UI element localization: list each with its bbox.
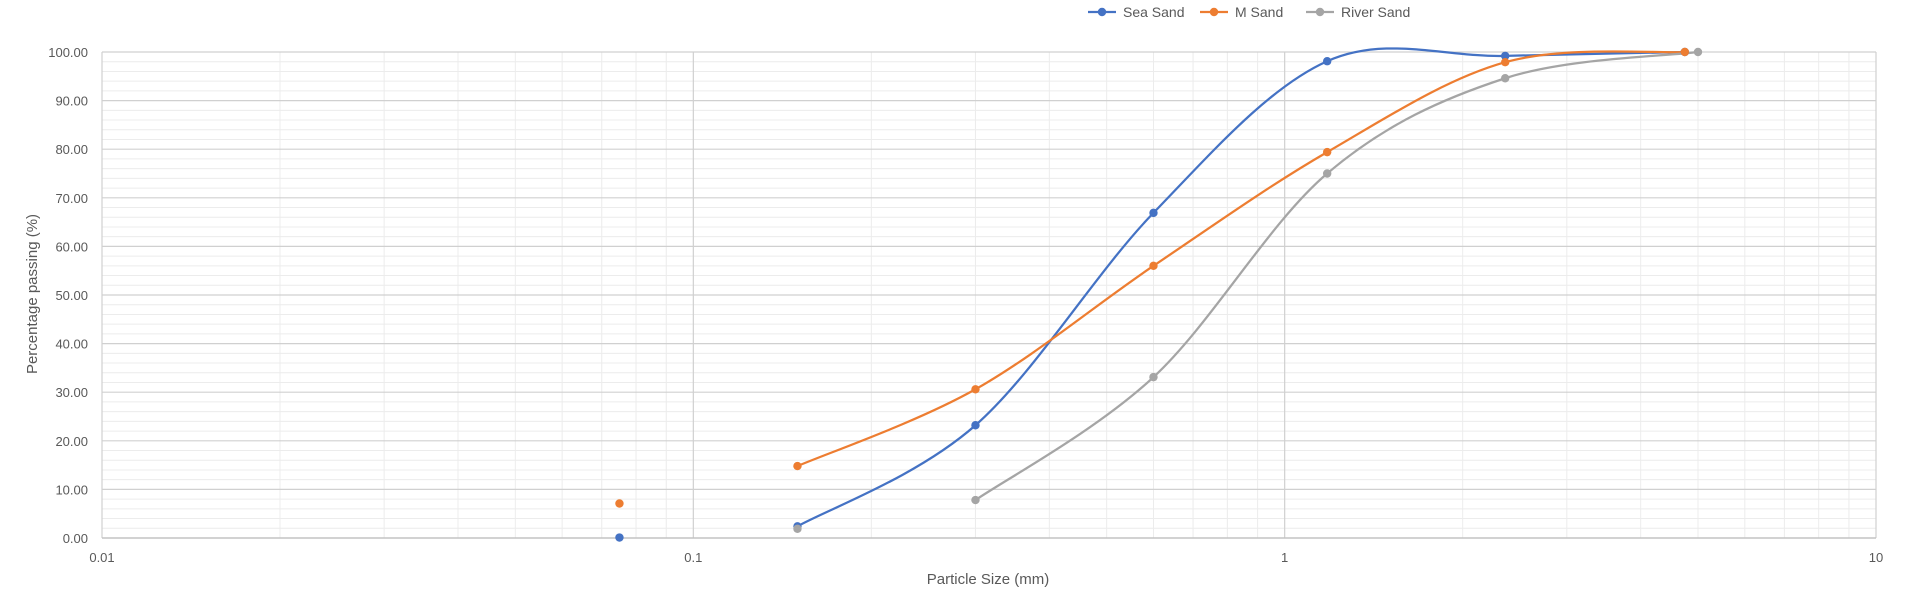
y-tick-label: 30.00 [55, 385, 88, 400]
x-tick-label: 0.01 [89, 550, 114, 565]
series-line-sea-sand [796, 47, 1686, 528]
x-tick-label: 1 [1281, 550, 1288, 565]
legend-swatch-marker-river-sand [1315, 7, 1325, 17]
data-point-river-sand [1500, 74, 1510, 83]
x-tick-label: 10 [1869, 550, 1883, 565]
data-point-m-sand [1149, 261, 1158, 271]
data-point-sea-sand [615, 533, 624, 542]
y-tick-label: 50.00 [55, 288, 88, 303]
data-point-m-sand [1322, 147, 1332, 157]
series-markers [615, 47, 1703, 542]
data-point-sea-sand [1149, 208, 1158, 218]
data-point-river-sand [793, 524, 802, 533]
series-line-m-sand [796, 50, 1686, 468]
y-tick-label: 60.00 [55, 239, 88, 254]
data-point-sea-sand [1500, 51, 1510, 61]
data-point-m-sand [615, 499, 624, 508]
legend-label-river-sand: River Sand [1341, 4, 1410, 20]
x-axis-title: Particle Size (mm) [927, 571, 1050, 588]
data-point-m-sand [971, 385, 980, 394]
data-point-m-sand [793, 461, 802, 471]
x-tick-label: 0.1 [684, 550, 702, 565]
y-tick-label: 100.00 [48, 45, 88, 60]
data-point-river-sand [1693, 47, 1703, 57]
y-tick-label: 90.00 [55, 94, 88, 109]
legend-label-m-sand: M Sand [1235, 4, 1283, 20]
y-tick-label: 70.00 [55, 191, 88, 206]
y-tick-label: 80.00 [55, 142, 88, 157]
legend-swatch-marker-sea-sand [1097, 7, 1107, 17]
data-point-river-sand [1322, 169, 1332, 178]
y-tick-label: 10.00 [55, 482, 88, 497]
data-point-m-sand [1500, 58, 1510, 67]
legend-label-sea-sand: Sea Sand [1123, 4, 1185, 20]
data-point-river-sand [1149, 372, 1158, 382]
data-point-sea-sand [1322, 57, 1332, 66]
data-point-m-sand [1680, 47, 1690, 57]
grid [101, 51, 1877, 539]
y-axis-title: Percentage passing (%) [24, 214, 41, 374]
data-point-sea-sand [971, 421, 980, 430]
data-point-river-sand [971, 495, 980, 505]
axes: 0.00 10.00 20.00 30.00 40.00 50.00 60.00 70.00 8… [48, 45, 1883, 565]
legend: Sea Sand M Sand River Sand [1088, 4, 1410, 20]
y-tick-label: 0.00 [63, 531, 88, 546]
legend-swatch-marker-m-sand [1209, 7, 1219, 17]
y-tick-label: 20.00 [55, 434, 88, 449]
y-tick-label: 40.00 [55, 337, 88, 352]
